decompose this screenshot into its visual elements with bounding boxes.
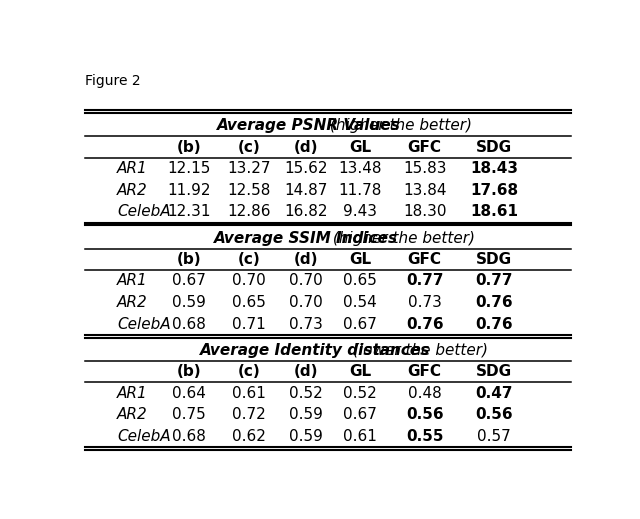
Text: AR1: AR1 bbox=[117, 274, 148, 289]
Text: (b): (b) bbox=[177, 364, 202, 379]
Text: 17.68: 17.68 bbox=[470, 183, 518, 198]
Text: 0.72: 0.72 bbox=[232, 407, 266, 422]
Text: 0.65: 0.65 bbox=[343, 274, 377, 289]
Text: AR2: AR2 bbox=[117, 295, 148, 310]
Text: (b): (b) bbox=[177, 140, 202, 155]
Text: 0.56: 0.56 bbox=[476, 407, 513, 422]
Text: 18.61: 18.61 bbox=[470, 204, 518, 219]
Text: Average SSIM Indices: Average SSIM Indices bbox=[214, 230, 398, 245]
Text: CelebA: CelebA bbox=[117, 317, 171, 332]
Text: 12.58: 12.58 bbox=[227, 183, 270, 198]
Text: 12.31: 12.31 bbox=[168, 204, 211, 219]
Text: 0.70: 0.70 bbox=[289, 295, 323, 310]
Text: 13.84: 13.84 bbox=[403, 183, 447, 198]
Text: SDG: SDG bbox=[476, 252, 512, 267]
Text: (d): (d) bbox=[293, 252, 318, 267]
Text: 0.59: 0.59 bbox=[289, 407, 323, 422]
Text: 0.77: 0.77 bbox=[406, 274, 444, 289]
Text: 0.57: 0.57 bbox=[477, 429, 511, 444]
Text: (d): (d) bbox=[293, 140, 318, 155]
Text: 0.76: 0.76 bbox=[406, 317, 444, 332]
Text: 0.56: 0.56 bbox=[406, 407, 444, 422]
Text: 0.48: 0.48 bbox=[408, 386, 442, 401]
Text: 13.27: 13.27 bbox=[227, 161, 270, 176]
Text: AR1: AR1 bbox=[117, 161, 148, 176]
Text: 0.54: 0.54 bbox=[344, 295, 377, 310]
Text: 12.86: 12.86 bbox=[227, 204, 270, 219]
Text: CelebA: CelebA bbox=[117, 204, 171, 219]
Text: 0.59: 0.59 bbox=[289, 429, 323, 444]
Text: 0.67: 0.67 bbox=[343, 317, 377, 332]
Text: Average Identity distances: Average Identity distances bbox=[200, 343, 430, 358]
Text: (b): (b) bbox=[177, 252, 202, 267]
Text: (c): (c) bbox=[237, 364, 260, 379]
Text: 0.71: 0.71 bbox=[232, 317, 266, 332]
Text: 0.65: 0.65 bbox=[232, 295, 266, 310]
Text: 0.73: 0.73 bbox=[408, 295, 442, 310]
Text: 0.73: 0.73 bbox=[289, 317, 323, 332]
Text: (higher the better): (higher the better) bbox=[325, 118, 472, 133]
Text: 18.43: 18.43 bbox=[470, 161, 518, 176]
Text: 0.76: 0.76 bbox=[476, 317, 513, 332]
Text: 0.62: 0.62 bbox=[232, 429, 266, 444]
Text: 0.52: 0.52 bbox=[344, 386, 377, 401]
Text: 0.47: 0.47 bbox=[476, 386, 513, 401]
Text: 11.92: 11.92 bbox=[168, 183, 211, 198]
Text: 0.70: 0.70 bbox=[289, 274, 323, 289]
Text: (c): (c) bbox=[237, 140, 260, 155]
Text: (c): (c) bbox=[237, 252, 260, 267]
Text: 11.78: 11.78 bbox=[339, 183, 382, 198]
Text: 18.30: 18.30 bbox=[403, 204, 447, 219]
Text: 0.59: 0.59 bbox=[172, 295, 206, 310]
Text: CelebA: CelebA bbox=[117, 429, 171, 444]
Text: 0.76: 0.76 bbox=[476, 295, 513, 310]
Text: Figure 2: Figure 2 bbox=[85, 74, 141, 88]
Text: 0.64: 0.64 bbox=[172, 386, 206, 401]
Text: 15.83: 15.83 bbox=[403, 161, 447, 176]
Text: GL: GL bbox=[349, 252, 371, 267]
Text: GL: GL bbox=[349, 140, 371, 155]
Text: 0.55: 0.55 bbox=[406, 429, 444, 444]
Text: 0.52: 0.52 bbox=[289, 386, 323, 401]
Text: GFC: GFC bbox=[408, 364, 442, 379]
Text: 0.68: 0.68 bbox=[172, 429, 206, 444]
Text: 0.61: 0.61 bbox=[343, 429, 377, 444]
Text: GL: GL bbox=[349, 364, 371, 379]
Text: 12.15: 12.15 bbox=[168, 161, 211, 176]
Text: (d): (d) bbox=[293, 364, 318, 379]
Text: 0.77: 0.77 bbox=[476, 274, 513, 289]
Text: Average PSNR Values: Average PSNR Values bbox=[217, 118, 401, 133]
Text: 0.70: 0.70 bbox=[232, 274, 266, 289]
Text: 14.87: 14.87 bbox=[284, 183, 328, 198]
Text: 0.67: 0.67 bbox=[343, 407, 377, 422]
Text: 0.67: 0.67 bbox=[172, 274, 206, 289]
Text: 0.61: 0.61 bbox=[232, 386, 266, 401]
Text: 9.43: 9.43 bbox=[343, 204, 377, 219]
Text: (higher the better): (higher the better) bbox=[328, 230, 475, 245]
Text: AR2: AR2 bbox=[117, 183, 148, 198]
Text: 16.82: 16.82 bbox=[284, 204, 328, 219]
Text: GFC: GFC bbox=[408, 140, 442, 155]
Text: SDG: SDG bbox=[476, 364, 512, 379]
Text: 15.62: 15.62 bbox=[284, 161, 328, 176]
Text: 0.75: 0.75 bbox=[172, 407, 206, 422]
Text: (lower the better): (lower the better) bbox=[348, 343, 488, 358]
Text: 0.68: 0.68 bbox=[172, 317, 206, 332]
Text: GFC: GFC bbox=[408, 252, 442, 267]
Text: 13.48: 13.48 bbox=[339, 161, 382, 176]
Text: AR1: AR1 bbox=[117, 386, 148, 401]
Text: SDG: SDG bbox=[476, 140, 512, 155]
Text: AR2: AR2 bbox=[117, 407, 148, 422]
